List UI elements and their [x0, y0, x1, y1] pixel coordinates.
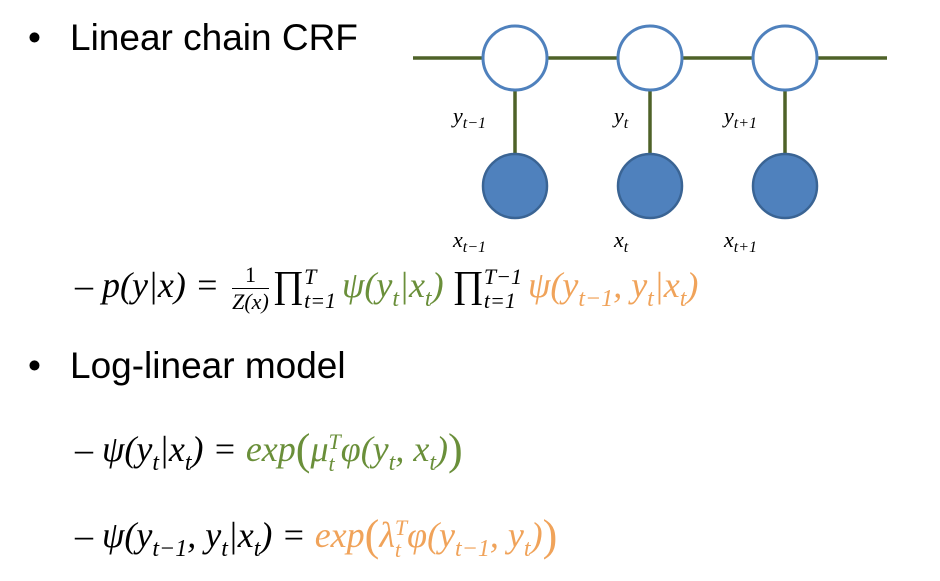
observed-node-t	[616, 152, 684, 220]
bullet-symbol: •	[28, 17, 41, 58]
eq1-dash: –	[75, 264, 93, 305]
label-x-t: xt	[613, 227, 629, 256]
observed-node-t-plus-1	[751, 152, 819, 220]
bullet-log-linear-model: • Log-linear model	[28, 344, 346, 388]
eq1-product-1-sup: T	[304, 263, 317, 289]
hidden-node-t-minus-1	[481, 24, 549, 92]
eq1-product-2-sub: t=1	[483, 287, 516, 313]
eq1-product-2-sup: T−1	[483, 263, 522, 289]
hidden-node-t-plus-1	[751, 24, 819, 92]
observed-node-t-minus-1	[481, 152, 549, 220]
eq3-dash: –	[75, 515, 93, 555]
label-x-t-plus-1: xt+1	[723, 227, 757, 256]
hidden-node-t	[616, 24, 684, 92]
eq1-lhs: p(y|x) =	[102, 264, 220, 305]
eq1-product-1: ∏	[272, 263, 305, 306]
eq1-frac-denominator: Z(x)	[232, 289, 269, 314]
eq1-product-2-limits: T−1 t=1	[483, 263, 522, 313]
label-y-t-minus-1: yt−1	[451, 103, 486, 132]
bullet-linear-chain-crf: • Linear chain CRF	[28, 16, 358, 60]
bullet-text: Log-linear model	[70, 345, 346, 386]
label-x-t-minus-1: xt−1	[452, 227, 486, 256]
eq1-product-2: ∏	[452, 263, 484, 306]
eq1-frac-numerator: 1	[232, 262, 269, 289]
bullet-text: Linear chain CRF	[70, 17, 358, 58]
eq1-fraction: 1 Z(x)	[232, 262, 269, 315]
eq2-dash: –	[75, 429, 93, 469]
bullet-symbol: •	[28, 345, 41, 386]
eq1-unary-potential: ψ(yt|xt)	[342, 264, 444, 312]
crf-diagram: yt−1 yt yt+1 xt−1 xt xt+1	[413, 24, 887, 256]
label-y-t-plus-1: yt+1	[722, 103, 757, 132]
eq2-lhs: ψ(yt|xt) =	[102, 429, 237, 476]
eq3-lhs: ψ(yt−1, yt|xt) =	[102, 515, 306, 562]
label-y-t: yt	[612, 103, 629, 132]
eq1-product-1-sub: t=1	[304, 287, 337, 313]
eq1-pairwise-potential: ψ(yt−1, yt|xt)	[527, 264, 699, 312]
